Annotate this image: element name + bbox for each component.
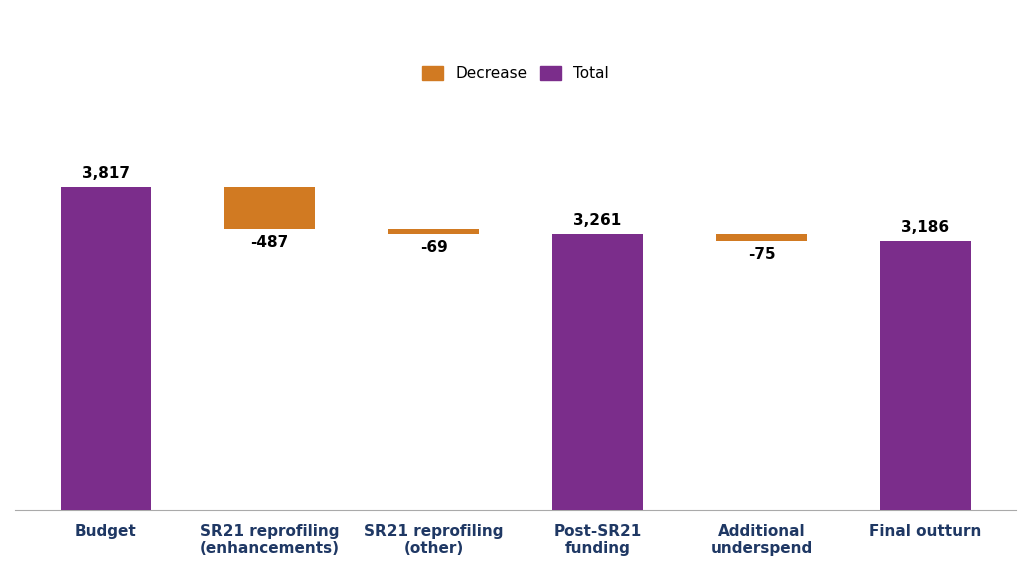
Bar [389, 228, 478, 235]
Text: -69: -69 [420, 240, 447, 255]
Text: 3,261: 3,261 [573, 214, 622, 228]
Text: 3,817: 3,817 [81, 166, 130, 182]
Bar [717, 235, 806, 241]
Bar [880, 241, 970, 510]
Text: 3,186: 3,186 [901, 220, 950, 235]
Bar [553, 235, 642, 510]
Legend: Decrease, Total: Decrease, Total [415, 59, 616, 87]
Bar [61, 187, 151, 510]
Bar [225, 187, 314, 228]
Text: -487: -487 [251, 235, 289, 250]
Text: -75: -75 [747, 247, 775, 262]
